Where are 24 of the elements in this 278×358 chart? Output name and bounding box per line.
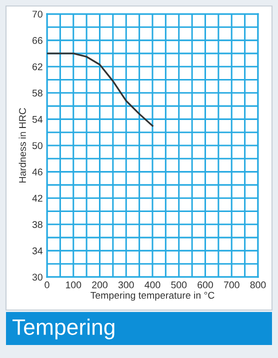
y-tick-label: 62: [32, 63, 42, 70]
x-tick-label: 0: [44, 281, 50, 288]
y-tick-label: 50: [32, 142, 42, 150]
y-tick-label: 46: [32, 168, 42, 176]
x-tick-label: 500: [171, 281, 187, 288]
y-tick-label: 34: [32, 247, 43, 254]
y-tick-label: 42: [32, 194, 42, 202]
x-tick-label: 200: [92, 281, 108, 288]
x-tick-label: 600: [198, 281, 213, 288]
line-series: [47, 52, 154, 127]
y-tick-label: 38: [32, 221, 42, 228]
y-axis-title: Hardness in HRC: [18, 108, 26, 183]
x-tick-label: 400: [144, 281, 160, 288]
x-tick-label: 100: [66, 281, 82, 288]
x-tick-label: 300: [118, 281, 134, 288]
y-tick-label: 66: [32, 37, 42, 44]
y-tick-label: 58: [32, 90, 42, 97]
x-tick-label: 800: [250, 281, 266, 288]
y-tick-label: 30: [32, 274, 42, 281]
y-tick-label: 70: [32, 10, 42, 18]
x-axis-title: Tempering temperature in °C: [90, 292, 214, 301]
text: Tempering: [12, 318, 114, 340]
x-tick-label: 700: [224, 281, 240, 288]
y-tick-label: 54: [32, 116, 43, 123]
